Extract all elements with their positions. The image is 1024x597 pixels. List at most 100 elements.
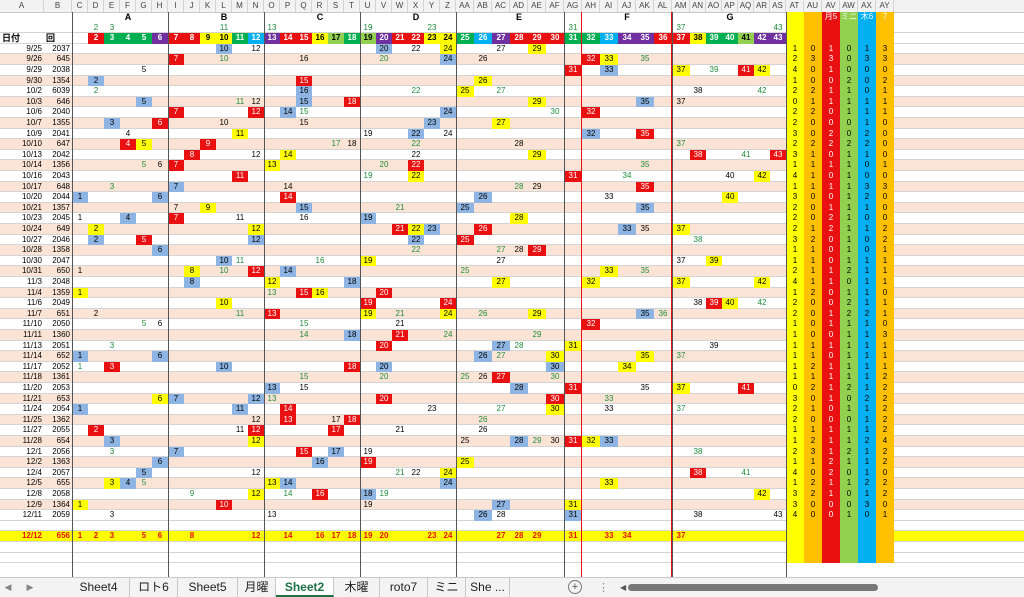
number-cell[interactable]: 3 (104, 361, 120, 373)
summary-count[interactable]: 1 (864, 118, 870, 127)
number-cell[interactable]: 4 (125, 128, 131, 138)
number-cell[interactable]: 19 (360, 33, 376, 44)
summary-count[interactable]: 1 (846, 372, 852, 382)
summary-count[interactable]: 2 (864, 139, 870, 149)
summary-count[interactable]: 1 (864, 107, 870, 117)
number-cell[interactable]: 16 (299, 54, 309, 64)
number-cell[interactable]: 32 (582, 107, 600, 118)
number-cell[interactable]: 19 (363, 499, 373, 509)
column-header-as[interactable]: AS (770, 0, 786, 12)
summary-count[interactable]: 1 (864, 414, 870, 424)
number-cell[interactable]: 21 (395, 319, 405, 329)
number-cell[interactable]: 13 (267, 510, 277, 520)
number-cell[interactable]: 7 (168, 181, 184, 193)
number-cell[interactable]: 28 (510, 33, 528, 44)
number-cell[interactable]: 8 (184, 33, 200, 44)
number-cell[interactable]: 11 (235, 425, 245, 435)
draw-number-cell[interactable]: 654 (56, 436, 70, 445)
summary-count[interactable]: 2 (846, 308, 852, 318)
draw-number-cell[interactable]: 2052 (52, 361, 70, 371)
number-cell[interactable]: 12 (248, 436, 264, 447)
date-cell[interactable]: 10/20 (21, 192, 42, 202)
summary-count[interactable]: 0 (810, 467, 816, 477)
number-cell[interactable]: 9 (200, 33, 216, 44)
draw-number-cell[interactable]: 2053 (52, 383, 70, 392)
number-cell[interactable]: 42 (754, 277, 770, 288)
summary-count[interactable]: 3 (864, 54, 870, 64)
number-cell[interactable]: 30 (546, 361, 564, 373)
number-cell[interactable]: 27 (496, 43, 506, 53)
number-cell[interactable]: 27 (492, 277, 510, 288)
column-header-ao[interactable]: AO (706, 0, 722, 12)
number-cell[interactable]: 24 (440, 43, 456, 55)
number-cell[interactable]: 12 (248, 489, 264, 500)
number-cell[interactable]: 10 (216, 499, 232, 511)
number-cell[interactable]: 24 (440, 467, 456, 479)
number-cell[interactable]: 22 (408, 234, 424, 246)
number-cell[interactable]: 10 (216, 43, 232, 55)
summary-count[interactable]: 1 (810, 96, 816, 106)
sheet-tab[interactable]: 月曜 (238, 578, 276, 597)
number-cell[interactable]: 26 (478, 54, 488, 64)
summary-count[interactable]: 2 (828, 139, 834, 149)
number-cell[interactable]: 14 (283, 489, 293, 498)
number-cell[interactable]: 31 (564, 436, 582, 447)
column-header-ac[interactable]: AC (492, 0, 510, 12)
number-cell[interactable]: 24 (440, 298, 456, 309)
summary-count[interactable]: 1 (810, 255, 816, 265)
summary-count[interactable]: 1 (828, 86, 834, 96)
number-cell[interactable]: 27 (492, 372, 510, 383)
number-cell[interactable]: 1 (77, 531, 83, 541)
number-cell[interactable]: 7 (173, 202, 179, 212)
number-cell[interactable]: 37 (672, 383, 690, 394)
number-cell[interactable]: 12 (248, 33, 264, 44)
number-cell[interactable]: 28 (514, 531, 524, 541)
date-cell[interactable]: 11/21 (22, 393, 42, 403)
number-cell[interactable]: 35 (636, 308, 654, 320)
summary-count[interactable]: 4 (792, 467, 798, 477)
summary-count[interactable]: 1 (882, 308, 888, 318)
number-cell[interactable]: 14 (280, 149, 296, 161)
summary-count[interactable]: 1 (864, 149, 870, 159)
summary-count[interactable]: 1 (846, 86, 852, 96)
number-cell[interactable]: 26 (474, 510, 492, 521)
summary-count[interactable]: 0 (792, 383, 798, 392)
number-cell[interactable]: 43 (770, 149, 786, 161)
number-cell[interactable]: 17 (331, 531, 341, 541)
spreadsheet-grid[interactable]: A B C D E F G 月5 ミニ 木6 7 2 3 11 13 19 23 31 37 43 日付回 2 3 4 5 6 7 8… (0, 12, 1024, 577)
number-cell[interactable]: 27 (496, 245, 506, 255)
number-cell[interactable]: 6 (157, 319, 163, 329)
number-cell[interactable]: 29 (528, 96, 546, 108)
number-cell[interactable]: 日付 (2, 33, 21, 44)
summary-count[interactable]: 1 (846, 319, 852, 329)
number-cell[interactable]: 35 (636, 128, 654, 140)
summary-count[interactable]: 0 (882, 192, 888, 202)
number-cell[interactable]: 3 (109, 531, 115, 541)
summary-count[interactable]: 1 (846, 436, 852, 445)
summary-count[interactable]: 2 (882, 75, 888, 85)
summary-count[interactable]: 1 (846, 213, 852, 223)
number-cell[interactable]: 14 (283, 531, 293, 541)
summary-count[interactable]: 1 (846, 160, 852, 170)
number-cell[interactable]: 18 (344, 330, 360, 341)
column-header-av[interactable]: AV (822, 0, 840, 12)
number-cell[interactable]: 8 (189, 531, 195, 541)
number-cell[interactable]: 16 (312, 489, 328, 500)
summary-count[interactable]: 0 (810, 213, 816, 223)
summary-count[interactable]: 1 (846, 510, 852, 520)
number-cell[interactable]: 10 (219, 54, 229, 64)
number-cell[interactable]: 12 (248, 224, 264, 235)
draw-number-cell[interactable]: 2059 (52, 510, 70, 520)
sheet-tab[interactable]: She ... (466, 578, 510, 597)
number-cell[interactable]: 15 (299, 372, 309, 382)
summary-count[interactable]: 0 (828, 171, 834, 180)
summary-count[interactable]: 1 (792, 255, 798, 265)
draw-number-cell[interactable]: 1359 (52, 287, 70, 297)
summary-count[interactable]: 4 (882, 436, 888, 445)
number-cell[interactable]: 4 (120, 213, 136, 224)
summary-count[interactable]: 1 (792, 287, 798, 297)
draw-number-cell[interactable]: 2038 (52, 65, 70, 74)
number-cell[interactable]: 29 (528, 149, 546, 161)
number-cell[interactable]: 22 (411, 149, 421, 159)
number-cell[interactable]: 17 (328, 425, 344, 436)
